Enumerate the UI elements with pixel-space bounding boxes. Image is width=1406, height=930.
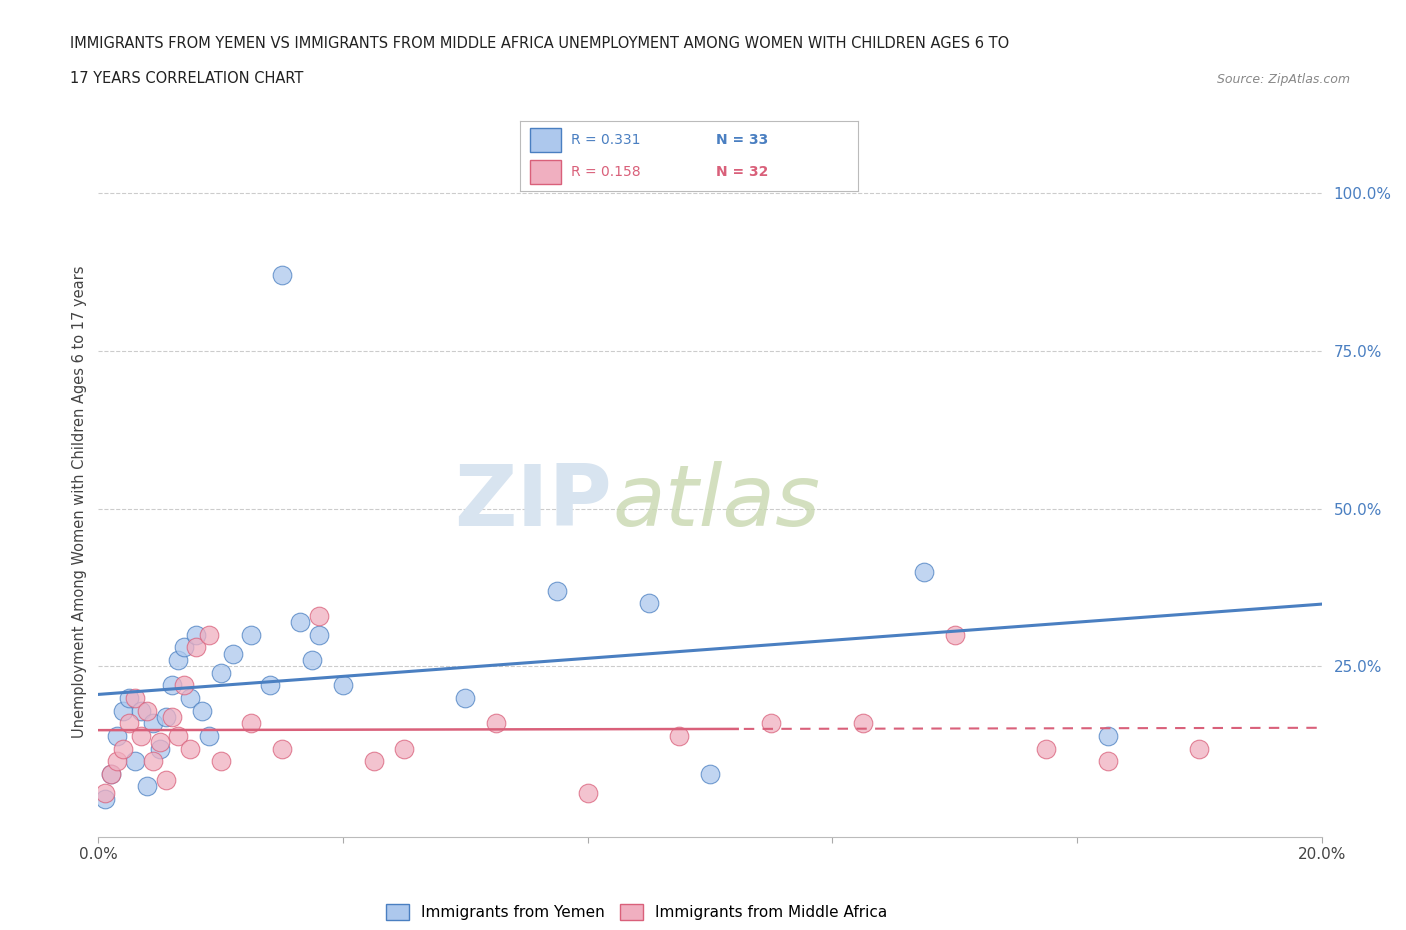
Point <box>124 753 146 768</box>
Point <box>118 691 141 706</box>
Point <box>637 596 661 611</box>
Point <box>167 728 190 743</box>
Text: Source: ZipAtlas.com: Source: ZipAtlas.com <box>1216 73 1350 86</box>
Point <box>167 653 190 668</box>
Point <box>668 728 690 743</box>
Point <box>290 615 312 630</box>
Point <box>301 653 323 668</box>
Point <box>191 703 214 718</box>
Point <box>308 628 330 643</box>
Point <box>173 678 195 693</box>
Point <box>105 753 128 768</box>
Text: N = 32: N = 32 <box>716 165 768 179</box>
Point <box>1035 741 1057 756</box>
Point <box>149 741 172 756</box>
Point <box>392 741 416 756</box>
Point <box>155 710 177 724</box>
Point <box>155 773 177 788</box>
Point <box>485 716 508 731</box>
Point <box>100 766 122 781</box>
Point <box>332 678 354 693</box>
Text: atlas: atlas <box>612 460 820 544</box>
Text: R = 0.158: R = 0.158 <box>571 165 641 179</box>
Point <box>699 766 721 781</box>
Point <box>149 735 172 750</box>
Point <box>179 741 201 756</box>
Point <box>363 753 385 768</box>
Point <box>209 665 232 680</box>
Point <box>179 691 201 706</box>
Point <box>912 565 935 579</box>
Text: IMMIGRANTS FROM YEMEN VS IMMIGRANTS FROM MIDDLE AFRICA UNEMPLOYMENT AMONG WOMEN : IMMIGRANTS FROM YEMEN VS IMMIGRANTS FROM… <box>70 36 1010 51</box>
Y-axis label: Unemployment Among Women with Children Ages 6 to 17 years: Unemployment Among Women with Children A… <box>72 266 87 738</box>
Text: ZIP: ZIP <box>454 460 612 544</box>
Point <box>270 741 292 756</box>
Point <box>142 753 165 768</box>
Point <box>160 678 183 693</box>
Point <box>93 791 115 806</box>
Point <box>136 779 159 794</box>
Point <box>1097 728 1119 743</box>
Text: 17 YEARS CORRELATION CHART: 17 YEARS CORRELATION CHART <box>70 71 304 86</box>
Point <box>100 766 122 781</box>
Bar <box>530 160 561 184</box>
Point <box>186 640 208 655</box>
Point <box>852 716 875 731</box>
Point <box>111 703 134 718</box>
Point <box>173 640 195 655</box>
Point <box>259 678 281 693</box>
Point <box>111 741 134 756</box>
Text: N = 33: N = 33 <box>716 133 768 147</box>
Point <box>454 691 477 706</box>
Point <box>222 646 245 661</box>
Legend: Immigrants from Yemen, Immigrants from Middle Africa: Immigrants from Yemen, Immigrants from M… <box>380 898 894 926</box>
Point <box>197 628 219 643</box>
Point <box>105 728 128 743</box>
Point <box>546 583 568 598</box>
Point <box>943 628 966 643</box>
Point <box>1097 753 1119 768</box>
Point <box>93 785 115 800</box>
Point <box>136 703 159 718</box>
Point <box>197 728 219 743</box>
Point <box>209 753 232 768</box>
Point <box>142 716 165 731</box>
Point <box>1188 741 1211 756</box>
Text: R = 0.331: R = 0.331 <box>571 133 640 147</box>
Point <box>270 267 292 282</box>
Point <box>118 716 141 731</box>
Point <box>124 691 146 706</box>
Point <box>576 785 599 800</box>
Point <box>129 703 152 718</box>
Point <box>129 728 152 743</box>
Point <box>759 716 782 731</box>
Point <box>240 628 263 643</box>
Bar <box>530 128 561 152</box>
Point <box>160 710 183 724</box>
Point <box>240 716 263 731</box>
Point <box>308 608 330 623</box>
Point <box>186 628 208 643</box>
